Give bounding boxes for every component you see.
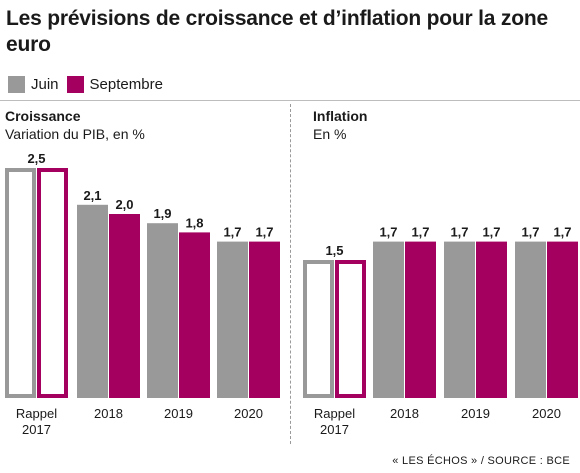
data-label-inflation-3-0: 1,7 (521, 225, 539, 240)
data-label-croissance-2-1: 1,8 (185, 215, 203, 230)
bar-inflation-juin-2 (444, 241, 475, 398)
bar-croissance-septembre-1 (109, 214, 140, 398)
data-label-inflation-2-1: 1,7 (482, 225, 500, 240)
source-note: « LES ÉCHOS » / SOURCE : BCE (392, 455, 570, 467)
legend-swatch-juin (8, 76, 25, 93)
bar-inflation-septembre-3 (547, 241, 578, 398)
legend-label-septembre: Septembre (89, 76, 163, 93)
bar-croissance-juin-3 (217, 241, 248, 398)
bar-croissance-septembre-0 (37, 168, 68, 398)
data-label-croissance-3-1: 1,7 (255, 225, 273, 240)
chart-title: Les prévisions de croissance et d’inflat… (6, 7, 548, 56)
data-label-croissance-0-0: 2,5 (27, 151, 45, 166)
tick-label-inflation-1: 2018 (390, 406, 419, 421)
data-label-inflation-1-0: 1,7 (379, 225, 397, 240)
data-label-inflation-3-1: 1,7 (553, 225, 571, 240)
legend-item-juin: Juin (8, 76, 59, 93)
tick-label-inflation-3: 2020 (532, 406, 561, 421)
legend: Juin Septembre (8, 76, 171, 93)
data-label-inflation-0-0: 1,5 (325, 243, 343, 258)
data-label-croissance-3-0: 1,7 (223, 225, 241, 240)
legend-item-septembre: Septembre (66, 76, 163, 93)
bar-inflation-juin-1 (373, 241, 404, 398)
panel-divider (290, 104, 291, 444)
data-label-croissance-1-0: 2,1 (83, 188, 101, 203)
bar-croissance-juin-0 (5, 168, 36, 398)
panel-title-inflation: Inflation (313, 108, 368, 124)
bar-inflation-septembre-2 (476, 241, 507, 398)
data-label-croissance-2-0: 1,9 (153, 206, 171, 221)
tick-label-croissance-0-line0: Rappel (16, 406, 57, 421)
bar-croissance-septembre-3 (249, 241, 280, 398)
tick-label-inflation-2: 2019 (461, 406, 490, 421)
tick-label-croissance-1: 2018 (94, 406, 123, 421)
panel-title-croissance: Croissance (5, 108, 81, 124)
data-label-croissance-1-1: 2,0 (115, 197, 133, 212)
tick-label-inflation-0-line0: Rappel (314, 406, 355, 421)
panel-subtitle-croissance: Variation du PIB, en % (5, 126, 145, 142)
legend-swatch-septembre (66, 76, 84, 93)
bar-inflation-septembre-1 (405, 241, 436, 398)
tick-label-croissance-3: 2020 (234, 406, 263, 421)
legend-label-juin: Juin (31, 76, 59, 93)
header-rule (0, 100, 580, 101)
tick-label-croissance-0-line1: 2017 (22, 422, 51, 437)
tick-label-croissance-2: 2019 (164, 406, 193, 421)
bar-croissance-septembre-2 (179, 232, 210, 398)
bar-inflation-septembre-0 (335, 260, 366, 398)
data-label-inflation-2-0: 1,7 (450, 225, 468, 240)
bar-inflation-juin-0 (303, 260, 334, 398)
bar-inflation-juin-3 (515, 241, 546, 398)
bar-croissance-juin-1 (77, 204, 108, 398)
bar-croissance-juin-2 (147, 223, 178, 398)
data-label-inflation-1-1: 1,7 (411, 225, 429, 240)
tick-label-inflation-0-line1: 2017 (320, 422, 349, 437)
panel-subtitle-inflation: En % (313, 126, 347, 142)
